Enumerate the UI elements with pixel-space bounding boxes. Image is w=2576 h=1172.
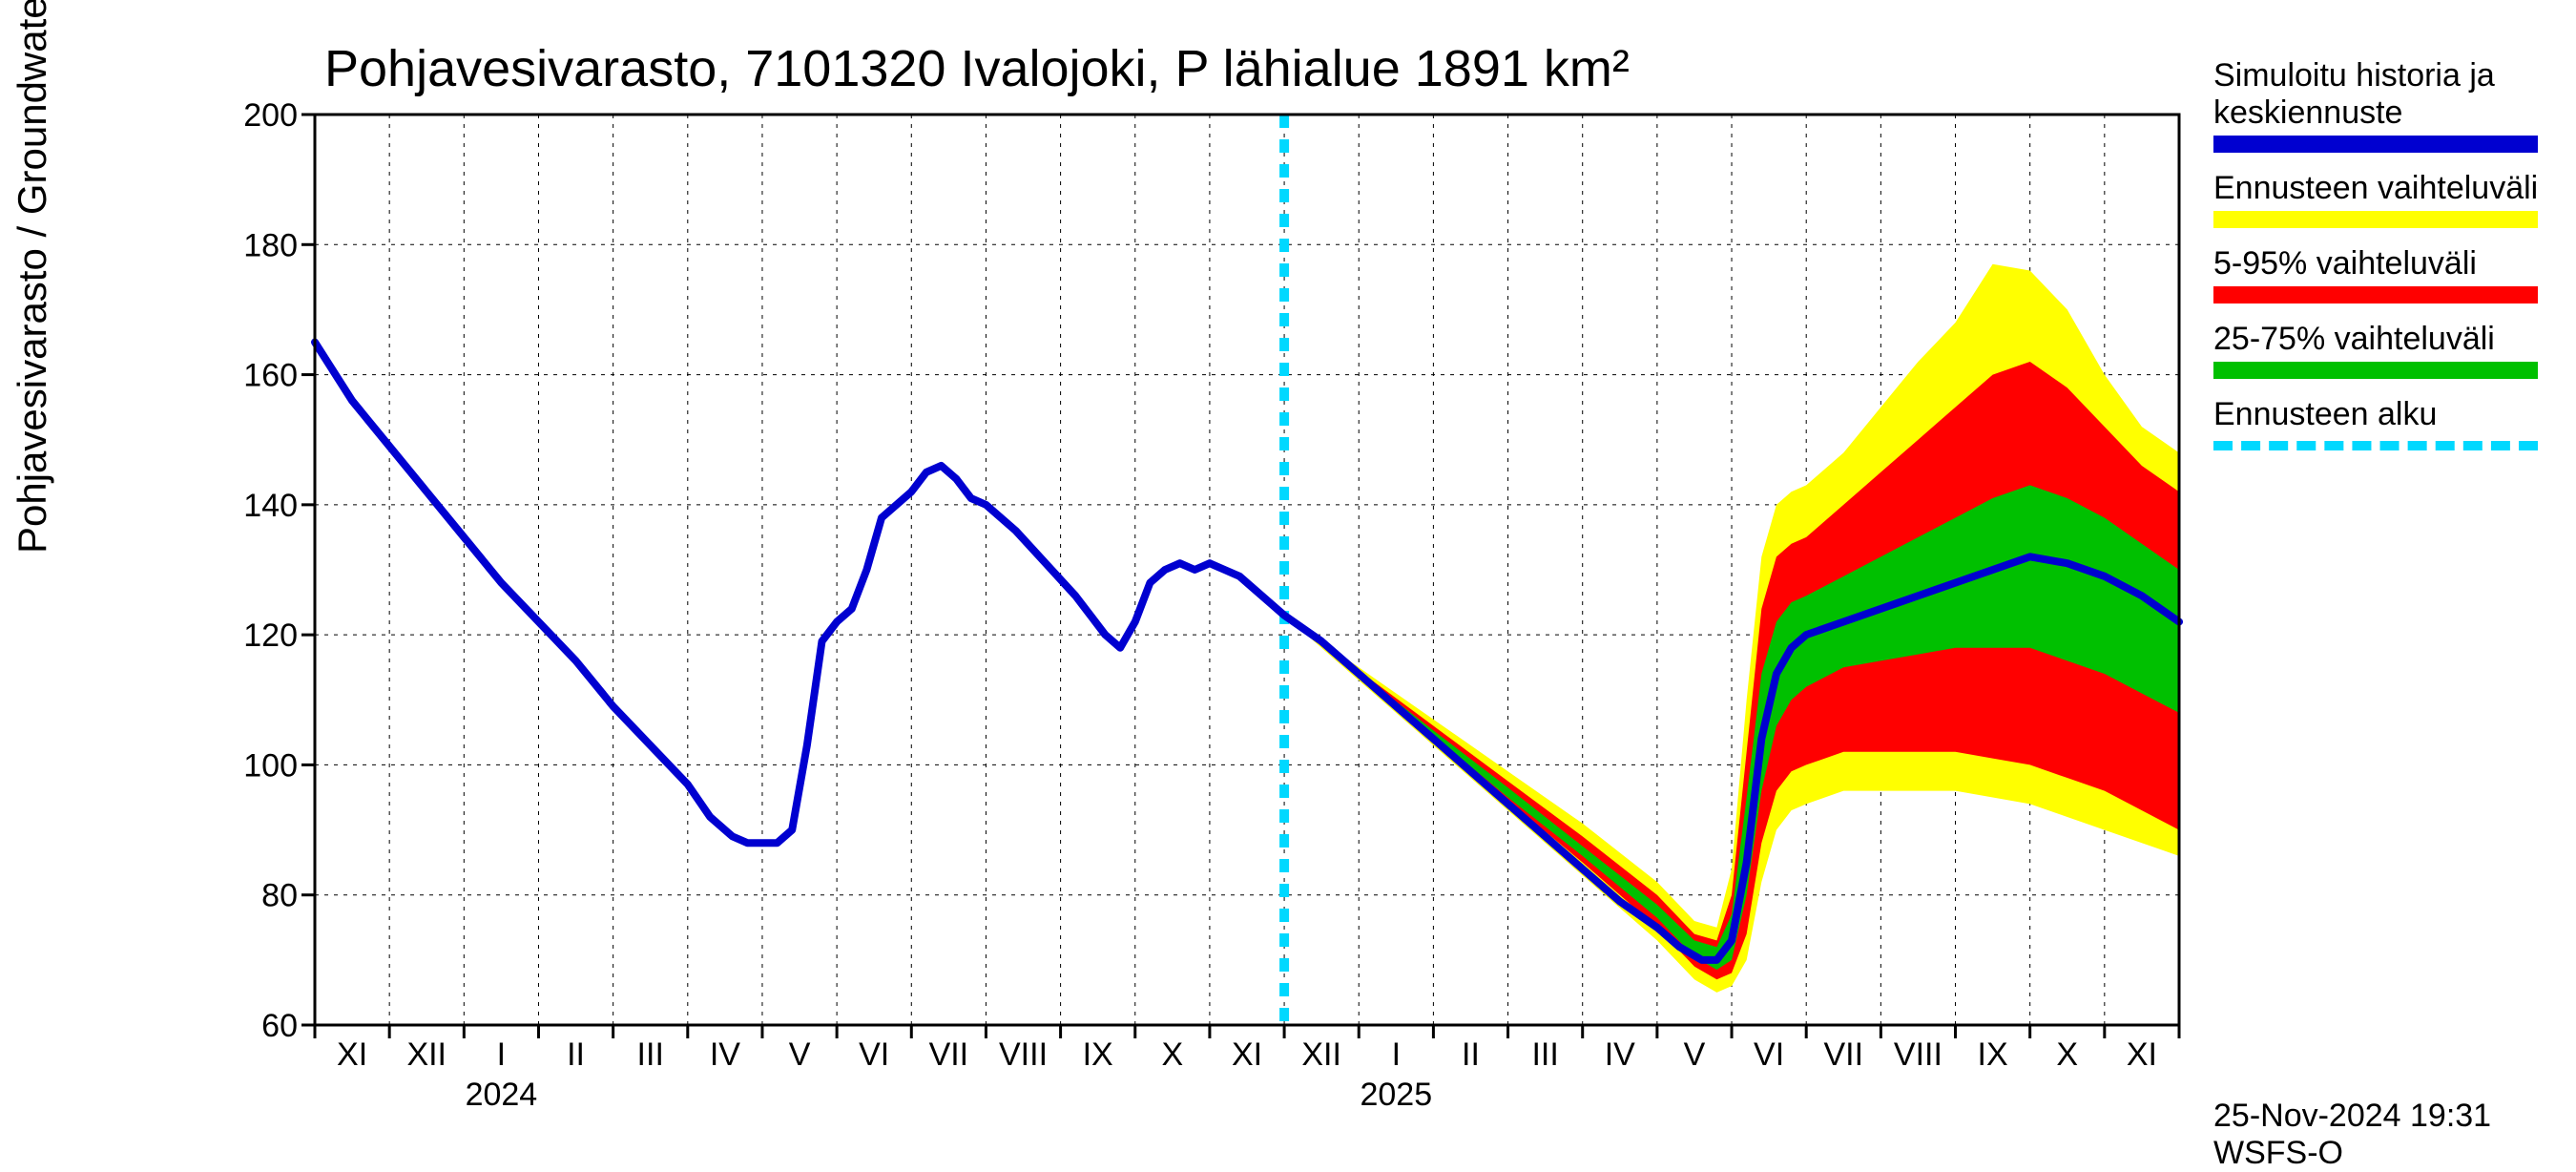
- svg-text:140: 140: [243, 488, 298, 524]
- svg-text:80: 80: [261, 878, 298, 914]
- svg-text:2025: 2025: [1360, 1077, 1432, 1113]
- svg-text:XI: XI: [1232, 1036, 1262, 1073]
- svg-text:IV: IV: [1605, 1036, 1635, 1073]
- legend-label: Simuloitu historia ja keskiennuste: [2213, 57, 2557, 132]
- svg-text:120: 120: [243, 617, 298, 654]
- svg-text:V: V: [789, 1036, 811, 1073]
- svg-text:200: 200: [243, 97, 298, 134]
- chart-canvas: Pohjavesivarasto, 7101320 Ivalojoki, P l…: [0, 0, 2576, 1145]
- svg-text:V: V: [1684, 1036, 1706, 1073]
- svg-text:IV: IV: [710, 1036, 740, 1073]
- svg-text:I: I: [497, 1036, 506, 1073]
- svg-text:XII: XII: [1301, 1036, 1341, 1073]
- legend-entry: 25-75% vaihteluväli: [2213, 321, 2557, 379]
- x-year-labels: 2024 2025: [466, 1077, 1433, 1113]
- svg-text:III: III: [1531, 1036, 1558, 1073]
- svg-text:100: 100: [243, 747, 298, 784]
- svg-text:VII: VII: [929, 1036, 969, 1073]
- legend-entry: 5-95% vaihteluväli: [2213, 245, 2557, 303]
- svg-text:160: 160: [243, 358, 298, 394]
- svg-text:III: III: [637, 1036, 664, 1073]
- svg-text:VIII: VIII: [999, 1036, 1048, 1073]
- svg-text:2024: 2024: [466, 1077, 538, 1113]
- chart-title: Pohjavesivarasto, 7101320 Ivalojoki, P l…: [324, 40, 1630, 97]
- legend-label: 5-95% vaihteluväli: [2213, 245, 2557, 283]
- svg-text:I: I: [1392, 1036, 1401, 1073]
- svg-text:IX: IX: [1978, 1036, 2008, 1073]
- svg-text:VIII: VIII: [1894, 1036, 1942, 1073]
- svg-text:II: II: [1462, 1036, 1480, 1073]
- legend-swatch: [2213, 136, 2538, 153]
- svg-text:IX: IX: [1083, 1036, 1113, 1073]
- legend-label: 25-75% vaihteluväli: [2213, 321, 2557, 358]
- svg-text:X: X: [1161, 1036, 1183, 1073]
- y-tick-labels: 60 80 100 120 140 160 180 200: [243, 97, 315, 1044]
- legend-swatch: [2213, 441, 2538, 450]
- page-root: Pohjavesivarasto / Groundwater storage m…: [0, 0, 2576, 1145]
- svg-text:XI: XI: [337, 1036, 367, 1073]
- legend-swatch: [2213, 362, 2538, 379]
- svg-text:VII: VII: [1823, 1036, 1863, 1073]
- svg-text:XII: XII: [406, 1036, 447, 1073]
- legend-entry: Simuloitu historia ja keskiennuste: [2213, 57, 2557, 153]
- legend-swatch: [2213, 211, 2538, 228]
- footer-timestamp: 25-Nov-2024 19:31 WSFS-O: [2213, 1098, 2576, 1172]
- legend-swatch: [2213, 286, 2538, 303]
- svg-text:II: II: [567, 1036, 585, 1073]
- x-tick-labels: XIXIIIIIIIIIVVVIVIIVIIIIXXXIXIIIIIIIIIVV…: [337, 1036, 2157, 1073]
- svg-text:VI: VI: [1754, 1036, 1784, 1073]
- legend-entry: Ennusteen alku: [2213, 396, 2557, 450]
- legend: Simuloitu historia ja keskiennuste Ennust…: [2213, 57, 2557, 468]
- svg-text:X: X: [2056, 1036, 2078, 1073]
- legend-label: Ennusteen vaihteluväli: [2213, 170, 2557, 207]
- svg-text:VI: VI: [859, 1036, 889, 1073]
- svg-text:180: 180: [243, 227, 298, 263]
- svg-text:XI: XI: [2127, 1036, 2157, 1073]
- legend-label: Ennusteen alku: [2213, 396, 2557, 433]
- svg-text:60: 60: [261, 1008, 298, 1044]
- legend-entry: Ennusteen vaihteluväli: [2213, 170, 2557, 228]
